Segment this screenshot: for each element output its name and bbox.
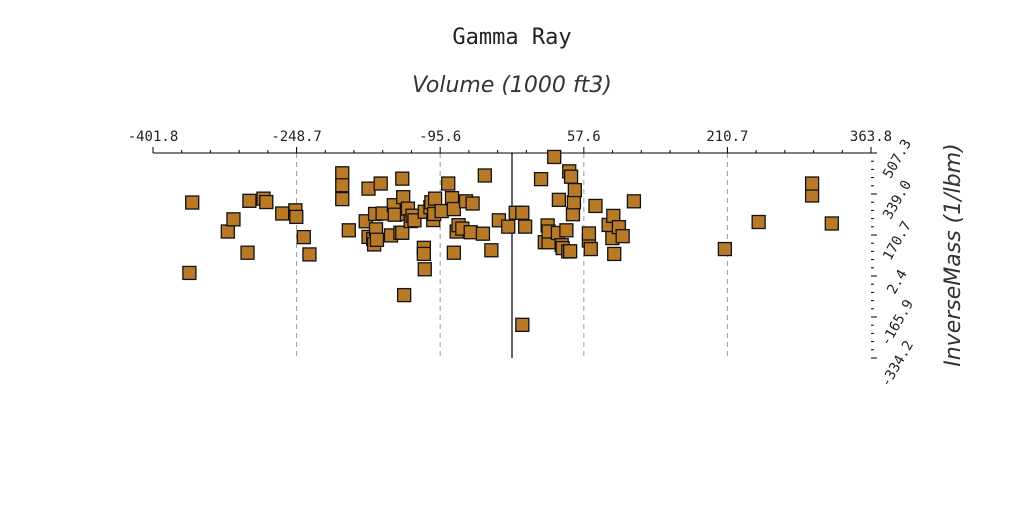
y-tick-label: 2.4 (884, 267, 911, 297)
data-point (563, 169, 579, 184)
data-point (477, 168, 492, 183)
data-point (567, 182, 582, 198)
data-point (551, 192, 567, 207)
data-point (302, 247, 317, 262)
data-point (289, 209, 304, 225)
data-point (369, 232, 385, 247)
data-point (259, 194, 274, 210)
x-axis-label: Volume (1000 ft3) (412, 73, 612, 98)
x-axis-ticks: -401.8 -248.7 -95.6 57.6 210.7 363.8 (128, 129, 892, 153)
axes (153, 152, 871, 358)
x-tick-label: 57.6 (567, 129, 601, 145)
data-point (417, 262, 432, 277)
y-tick-label: -334.2 (878, 338, 917, 390)
data-point (475, 226, 491, 241)
chart-title: Gamma Ray (452, 25, 571, 50)
data-point (804, 176, 820, 191)
x-tick-label: 363.8 (850, 129, 892, 145)
data-point (533, 171, 549, 187)
data-point (185, 195, 200, 210)
data-point (566, 195, 582, 210)
data-point (242, 193, 257, 208)
data-point (240, 245, 255, 260)
data-point (395, 171, 410, 186)
x-tick-label: -95.6 (419, 129, 461, 145)
data-point (824, 216, 839, 231)
data-point (565, 207, 581, 222)
data-point (463, 225, 478, 240)
data-point (427, 191, 443, 206)
data-point (182, 265, 197, 281)
data-point (296, 229, 311, 245)
x-tick-label: 210.7 (706, 129, 748, 145)
data-point (547, 149, 562, 165)
data-point (434, 203, 449, 219)
data-point (335, 191, 350, 207)
data-point (515, 205, 530, 220)
data-point (588, 198, 603, 214)
data-point (446, 245, 462, 260)
data-point (484, 243, 499, 258)
data-point (396, 287, 412, 303)
data-point (395, 225, 410, 240)
data-point (583, 241, 598, 257)
data-point (446, 201, 462, 217)
data-point (373, 176, 388, 191)
data-point (220, 224, 235, 239)
data-point (517, 219, 533, 234)
data-point (559, 223, 574, 238)
x-tick-label: -401.8 (128, 129, 179, 145)
data-point (581, 226, 597, 241)
data-point (465, 196, 480, 211)
y-tick-label: -165.9 (878, 297, 917, 349)
data-point (607, 246, 622, 262)
data-point (275, 206, 290, 221)
data-points (182, 149, 839, 332)
data-point (717, 241, 733, 257)
data-point (804, 188, 820, 203)
data-point (335, 166, 350, 181)
data-point (361, 181, 376, 196)
data-point (501, 219, 516, 234)
data-point (441, 176, 456, 191)
data-point (226, 212, 241, 227)
data-point (515, 317, 530, 332)
data-point (562, 244, 578, 259)
data-point (341, 223, 356, 238)
data-point (416, 246, 431, 262)
data-point (751, 214, 766, 230)
x-tick-label: -248.7 (271, 129, 322, 145)
data-point (335, 178, 350, 193)
data-point (626, 194, 642, 209)
y-tick-label: 339.0 (880, 178, 915, 223)
data-point (615, 228, 630, 244)
y-tick-label: 170.7 (880, 219, 915, 264)
data-point (387, 207, 402, 222)
y-axis-label: InverseMass (1/lbm) (941, 143, 966, 367)
